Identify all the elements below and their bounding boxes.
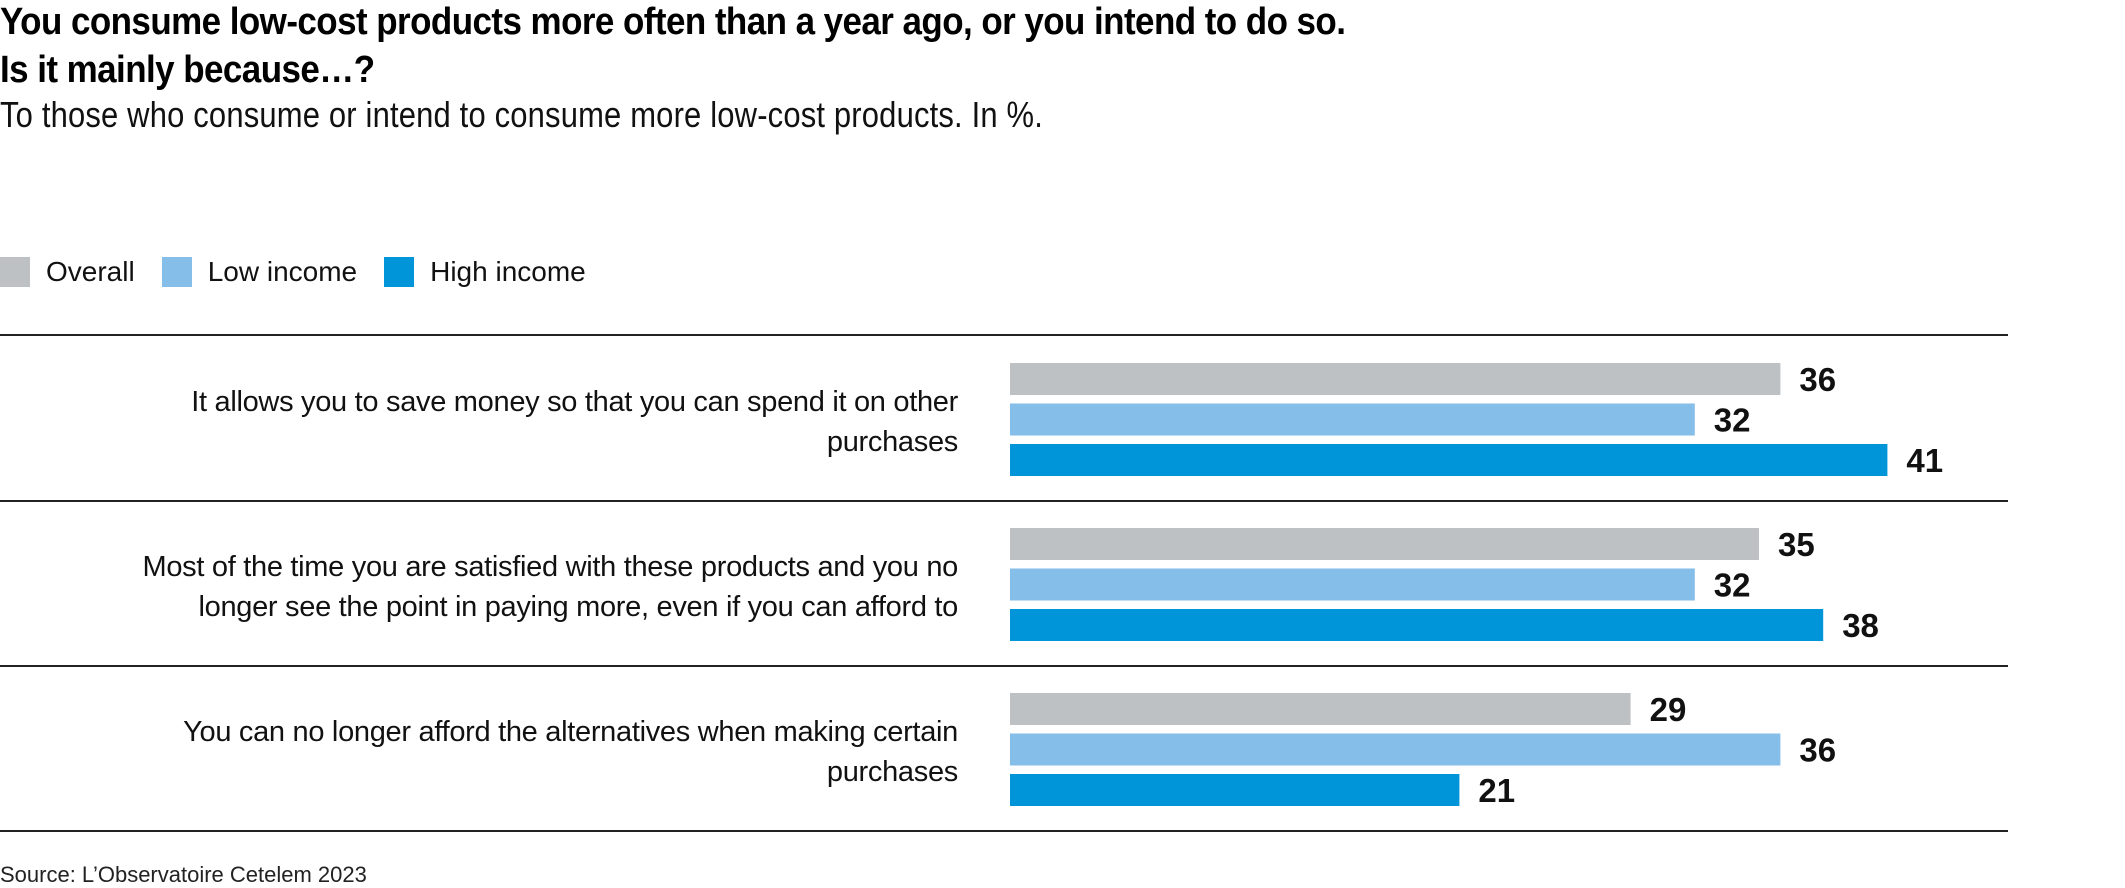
bar-high-income-2 [1010, 609, 1824, 641]
category-label-line: purchases [826, 426, 958, 458]
value-label-overall-1: 36 [1799, 361, 1836, 398]
legend-item-high-income: High income [384, 256, 586, 288]
legend-swatch-overall [0, 257, 30, 287]
category-label-line: You can no longer afford the alternative… [183, 716, 958, 748]
chart-title-line-1: You consume low-cost products more often… [0, 1, 1346, 43]
chart-subtitle: To those who consume or intend to consum… [0, 94, 1044, 135]
legend-label-low-income: Low income [207, 256, 358, 287]
bar-overall-2 [1010, 528, 1759, 560]
legend-swatch-low-income [161, 257, 192, 287]
divider-top [0, 334, 2008, 336]
chart-title-line-2: Is it mainly because…? [0, 49, 375, 91]
divider-bottom [0, 830, 2008, 832]
legend: Overall Low income High income [0, 256, 613, 288]
legend-item-low-income: Low income [161, 256, 358, 288]
value-label-high-income-1: 41 [1906, 442, 1943, 479]
source-note: Source: L’Observatoire Cetelem 2023 [0, 862, 367, 887]
category-label-line: longer see the point in paying more, eve… [198, 591, 958, 623]
category-label-save-money: It allows you to save money so that you … [38, 382, 958, 462]
category-label-line: Most of the time you are satisfied with … [142, 551, 958, 583]
category-label-line: It allows you to save money so that you … [191, 386, 958, 418]
divider-2 [0, 665, 2008, 667]
bar-low-income-2 [1010, 568, 1695, 601]
bar-low-income-1 [1010, 403, 1695, 436]
value-label-high-income-3: 21 [1478, 772, 1515, 809]
legend-label-high-income: High income [430, 256, 586, 287]
category-label-cannot-afford: You can no longer afford the alternative… [38, 712, 958, 792]
bar-overall-1 [1010, 363, 1781, 395]
value-label-overall-3: 29 [1650, 691, 1687, 728]
legend-label-overall: Overall [46, 256, 135, 287]
category-label-satisfied: Most of the time you are satisfied with … [38, 547, 958, 627]
bar-high-income-1 [1010, 444, 1888, 476]
bar-low-income-3 [1010, 733, 1781, 766]
value-label-high-income-2: 38 [1842, 607, 1879, 644]
value-label-low-income-3: 36 [1799, 732, 1836, 769]
value-label-low-income-1: 32 [1714, 402, 1751, 439]
category-label-line: purchases [826, 756, 958, 788]
legend-item-overall: Overall [0, 256, 135, 288]
value-label-overall-2: 35 [1778, 526, 1815, 563]
legend-swatch-high-income [384, 257, 415, 287]
divider-1 [0, 500, 2008, 502]
bar-overall-3 [1010, 693, 1631, 725]
bar-high-income-3 [1010, 774, 1460, 806]
value-label-low-income-2: 32 [1714, 567, 1751, 604]
